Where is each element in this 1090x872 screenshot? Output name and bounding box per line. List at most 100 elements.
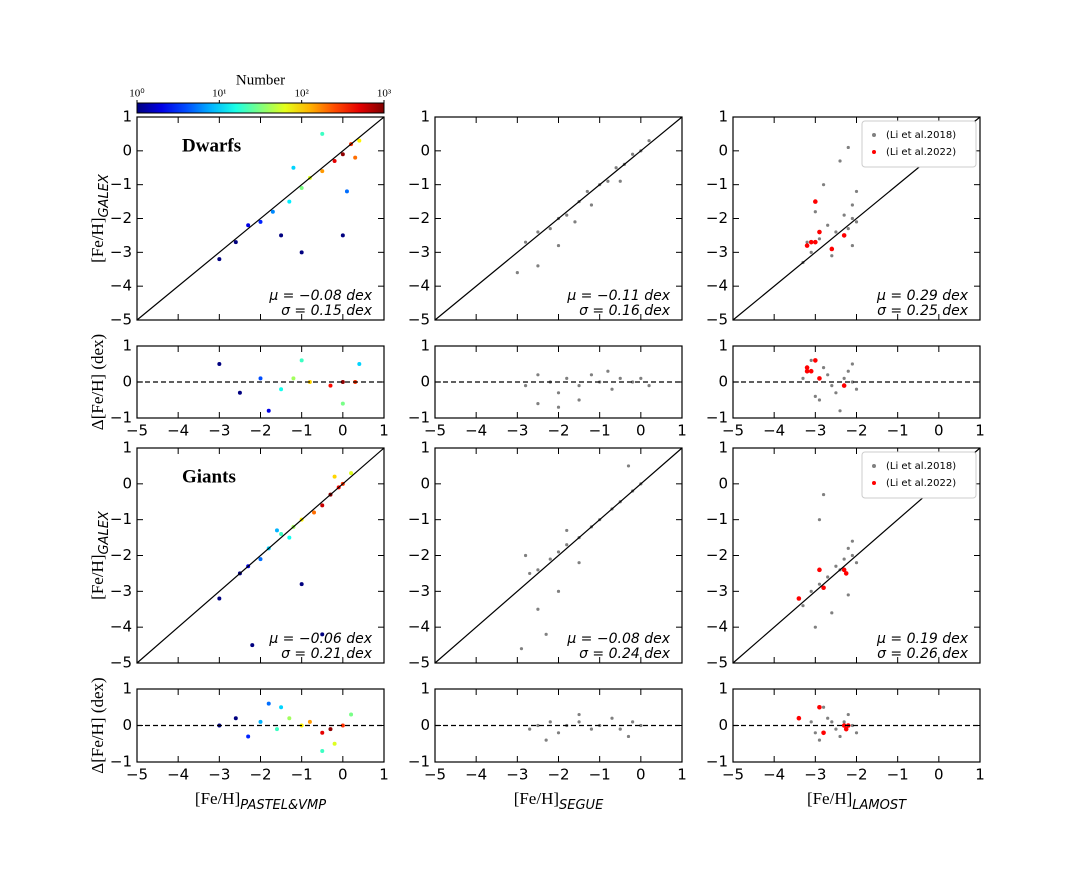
y-tick-label: −1 xyxy=(408,409,430,427)
point xyxy=(556,731,561,735)
legend-label: (Li et al.2022) xyxy=(886,478,956,489)
point xyxy=(577,712,581,717)
point xyxy=(841,383,847,388)
point xyxy=(287,716,292,721)
annotation: σ = 0.16 dex xyxy=(579,303,671,319)
point xyxy=(266,408,271,413)
point xyxy=(258,376,263,381)
annotation: σ = 0.25 dex xyxy=(877,303,969,319)
point xyxy=(826,373,830,377)
axis-label: [Fe/H]SEGUE xyxy=(514,789,604,813)
point xyxy=(606,179,610,183)
point xyxy=(270,209,275,214)
annotation: μ = −0.08 dex xyxy=(566,631,670,647)
y-tick-label: 0 xyxy=(718,474,728,492)
y-tick-label: −4 xyxy=(408,618,430,636)
point xyxy=(834,727,838,731)
point xyxy=(796,596,802,601)
point xyxy=(821,492,826,497)
y-tick-label: 1 xyxy=(420,680,430,698)
annotation: σ = 0.21 dex xyxy=(281,646,373,662)
y-tick-label: 0 xyxy=(122,141,132,159)
point xyxy=(846,369,850,373)
point xyxy=(850,723,854,728)
point xyxy=(523,553,528,558)
point xyxy=(556,589,561,593)
point xyxy=(577,720,581,724)
identity-line xyxy=(434,116,683,321)
point xyxy=(850,362,854,366)
point xyxy=(854,189,859,194)
point xyxy=(217,596,222,601)
point xyxy=(830,254,834,258)
point xyxy=(312,510,317,515)
point xyxy=(279,532,284,536)
point xyxy=(817,518,822,522)
point xyxy=(850,243,854,248)
point xyxy=(606,369,610,373)
point xyxy=(631,152,635,156)
point xyxy=(320,169,325,174)
point xyxy=(340,401,345,406)
colorbar-tick-label: 10¹ xyxy=(212,88,226,100)
y-tick-label: −5 xyxy=(706,311,728,329)
colorbar-tick-label: 10³ xyxy=(377,88,392,100)
point xyxy=(817,398,822,402)
point xyxy=(577,384,581,388)
point xyxy=(287,199,292,204)
point xyxy=(519,647,524,651)
point xyxy=(838,409,842,413)
annotation: μ = −0.06 dex xyxy=(268,631,372,647)
identity-line xyxy=(136,116,385,321)
point xyxy=(850,203,854,207)
point xyxy=(320,503,325,508)
point xyxy=(556,243,561,248)
point xyxy=(826,223,830,227)
point xyxy=(349,712,354,717)
y-tick-label: 0 xyxy=(420,474,430,492)
point xyxy=(589,373,594,377)
point xyxy=(854,731,859,735)
x-tick-label: −2 xyxy=(249,422,271,440)
point xyxy=(353,155,358,160)
point xyxy=(246,223,251,228)
point xyxy=(846,546,850,550)
point xyxy=(842,213,846,217)
x-tick-label: −4 xyxy=(763,766,785,784)
point xyxy=(626,464,631,468)
point xyxy=(631,380,635,384)
y-tick-label: 0 xyxy=(420,141,430,159)
annotation: μ = 0.19 dex xyxy=(876,631,969,647)
y-tick-label: −1 xyxy=(110,409,132,427)
axis-label: Δ[Fe/H] (dex) xyxy=(88,677,107,773)
point xyxy=(279,387,284,392)
x-tick-label: −2 xyxy=(547,422,569,440)
point xyxy=(258,557,263,562)
x-tick-label: −1 xyxy=(887,766,909,784)
point xyxy=(834,230,838,234)
point xyxy=(808,368,814,374)
axis-label-main: [Fe/H] xyxy=(88,555,107,600)
x-tick-label: 0 xyxy=(934,766,944,784)
y-tick-label: −2 xyxy=(408,546,430,564)
x-tick-label: −5 xyxy=(126,766,148,784)
point xyxy=(565,376,569,380)
axis-label-sub: SEGUE xyxy=(559,798,604,813)
y-tick-label: 1 xyxy=(718,439,728,457)
y-tick-label: −4 xyxy=(706,618,728,636)
panel: −5 −4 −3 −2 −1 0 1 xyxy=(110,108,385,329)
y-tick-label: 1 xyxy=(420,108,430,126)
axis-label-main: [Fe/H] xyxy=(88,218,107,263)
point xyxy=(299,582,304,587)
point xyxy=(850,380,854,384)
identity-line xyxy=(434,447,683,664)
panel: −5 −4 −3 −2 −1 0 1 −1 0 1 xyxy=(706,337,985,440)
y-tick-label: 1 xyxy=(718,680,728,698)
point xyxy=(846,227,850,231)
point xyxy=(217,257,222,262)
x-tick-label: 1 xyxy=(975,766,985,784)
point xyxy=(817,376,822,381)
panel: −5 −4 −3 −2 −1 0 1 xyxy=(706,108,981,329)
point xyxy=(299,358,304,363)
point xyxy=(258,219,263,224)
